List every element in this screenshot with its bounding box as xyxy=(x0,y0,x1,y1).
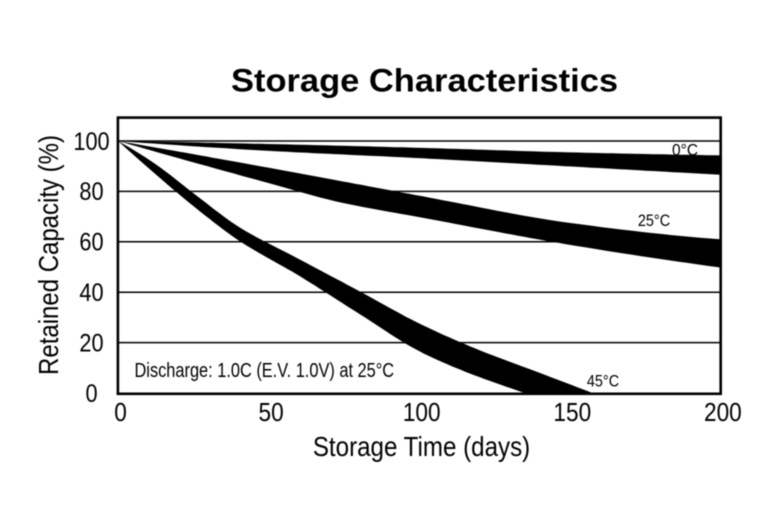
svg-text:Storage Time (days): Storage Time (days) xyxy=(313,433,530,463)
svg-text:60: 60 xyxy=(79,228,103,256)
svg-text:Retained Capacity (%): Retained Capacity (%) xyxy=(35,135,65,375)
svg-text:0°C: 0°C xyxy=(672,142,698,160)
svg-text:45°C: 45°C xyxy=(587,373,619,391)
svg-text:100: 100 xyxy=(73,127,109,155)
svg-text:Discharge: 1.0C (E.V. 1.0V) at: Discharge: 1.0C (E.V. 1.0V) at 25°C xyxy=(135,358,395,381)
svg-text:40: 40 xyxy=(79,279,103,307)
svg-text:50: 50 xyxy=(259,398,284,427)
svg-text:150: 150 xyxy=(553,398,591,427)
svg-text:0: 0 xyxy=(85,379,97,407)
svg-text:Storage Characteristics: Storage Characteristics xyxy=(231,63,618,99)
svg-text:25°C: 25°C xyxy=(638,212,670,230)
svg-text:80: 80 xyxy=(79,178,103,206)
svg-text:20: 20 xyxy=(79,329,103,357)
svg-text:0: 0 xyxy=(114,398,127,427)
svg-text:200: 200 xyxy=(704,398,742,427)
svg-text:100: 100 xyxy=(403,398,441,427)
